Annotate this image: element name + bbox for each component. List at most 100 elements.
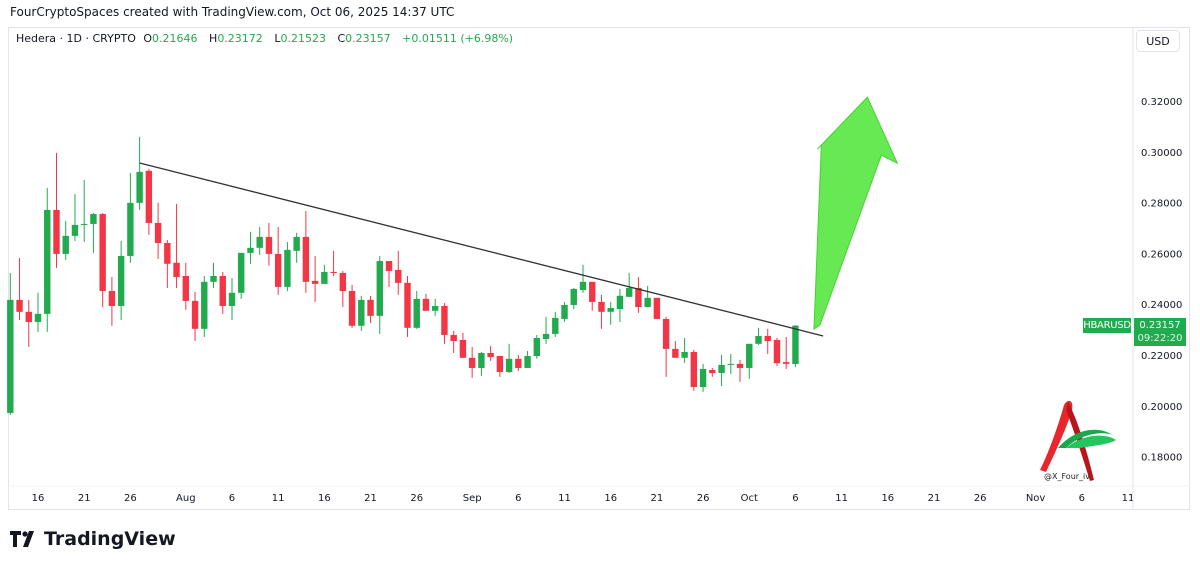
candle-body (736, 363, 744, 368)
candle-body (238, 252, 245, 293)
currency-button[interactable]: USD (1136, 30, 1180, 52)
candle (145, 168, 153, 235)
candle (108, 277, 116, 326)
candle (330, 250, 337, 277)
symbol-info[interactable]: Hedera · 1D · CRYPTO (16, 32, 136, 45)
chart-credit: FourCryptoSpaces created with TradingVie… (10, 5, 455, 19)
candle-body (62, 235, 69, 254)
candle (607, 301, 614, 325)
candle (358, 295, 365, 331)
candle (616, 288, 624, 322)
candle (173, 203, 180, 288)
candle-body (644, 297, 651, 307)
candle (644, 285, 651, 307)
candle (80, 179, 88, 242)
candle (699, 363, 707, 392)
candle-body (367, 299, 374, 316)
low-value: 0.21523 (280, 32, 326, 45)
candle-body (330, 271, 337, 273)
trendline-group (139, 162, 824, 337)
candle (441, 302, 448, 344)
candle (90, 213, 97, 253)
candle (404, 276, 411, 337)
candle (219, 271, 226, 314)
candle (727, 353, 734, 375)
candle-body (468, 357, 476, 368)
time-axis-label: 11 (558, 493, 571, 504)
candle (487, 345, 494, 361)
time-axis-label: 6 (1079, 493, 1085, 504)
candle-body (432, 305, 439, 311)
candle (589, 281, 596, 311)
candle-body (265, 236, 273, 254)
candle (34, 292, 42, 332)
price-axis-label: 0.18000 (1141, 453, 1182, 464)
candle (25, 299, 32, 347)
change-value: +0.01511 (+6.98%) (402, 32, 514, 45)
candle-body (80, 223, 88, 225)
symbol-price-tag: HBARUSD (1083, 318, 1131, 333)
time-axis-label: 21 (364, 493, 377, 504)
candle-body (145, 170, 153, 223)
tradingview-brand[interactable]: TradingView (10, 528, 176, 550)
candle-body (681, 351, 688, 358)
candle-body (164, 242, 171, 264)
candle-body (108, 290, 116, 306)
time-axis-label: 21 (651, 493, 664, 504)
candle-body (201, 281, 208, 329)
candle (117, 240, 125, 320)
candle (164, 239, 171, 288)
time-axis-label: Oct (741, 493, 758, 504)
ohlc-legend: Hedera · 1D · CRYPTO O0.21646 H0.23172 L… (16, 32, 517, 45)
candle-body (256, 236, 263, 248)
candle-body (321, 271, 328, 284)
candle (515, 355, 522, 372)
candle-body (136, 171, 143, 203)
candle-body (302, 236, 310, 282)
candle-body (653, 297, 661, 319)
candle-body (552, 317, 559, 334)
candle (210, 262, 217, 288)
candle-body (699, 368, 707, 388)
watermark-handle: @X_Four_iv (1044, 472, 1091, 481)
candle (238, 252, 245, 299)
candle-body (616, 295, 624, 310)
time-axis-label: 16 (318, 493, 331, 504)
candle-body (339, 272, 347, 291)
time-axis-label: 21 (928, 493, 941, 504)
candle (542, 316, 550, 344)
candle-body (496, 356, 504, 373)
price-axis-label: 0.32000 (1141, 97, 1182, 108)
time-axis-label: 6 (229, 493, 235, 504)
candle (311, 255, 319, 302)
time-axis-label: 16 (32, 493, 45, 504)
candle-body (228, 292, 236, 306)
time-axis-label: 11 (272, 493, 285, 504)
candle-body (154, 222, 162, 243)
candle (450, 330, 457, 353)
candle-body (773, 340, 781, 364)
candle (16, 257, 23, 320)
trendline (139, 162, 824, 337)
candle (764, 328, 771, 354)
candle (265, 222, 273, 266)
candle (53, 152, 60, 268)
candle (432, 298, 439, 316)
open-label: O (143, 32, 153, 45)
candle-body (764, 335, 771, 342)
brand-name: TradingView (44, 528, 176, 550)
candle (339, 270, 347, 307)
candle-body (607, 308, 614, 312)
candle-body (404, 282, 411, 328)
candle (505, 343, 513, 374)
time-axis-label: 26 (974, 493, 987, 504)
candle (459, 332, 467, 358)
candle-body (293, 236, 300, 251)
candle-body (376, 261, 383, 316)
price-axis-label: 0.24000 (1141, 300, 1182, 311)
candle-body (589, 281, 596, 302)
candle (385, 261, 393, 287)
candle (662, 316, 670, 377)
candle (321, 264, 328, 284)
